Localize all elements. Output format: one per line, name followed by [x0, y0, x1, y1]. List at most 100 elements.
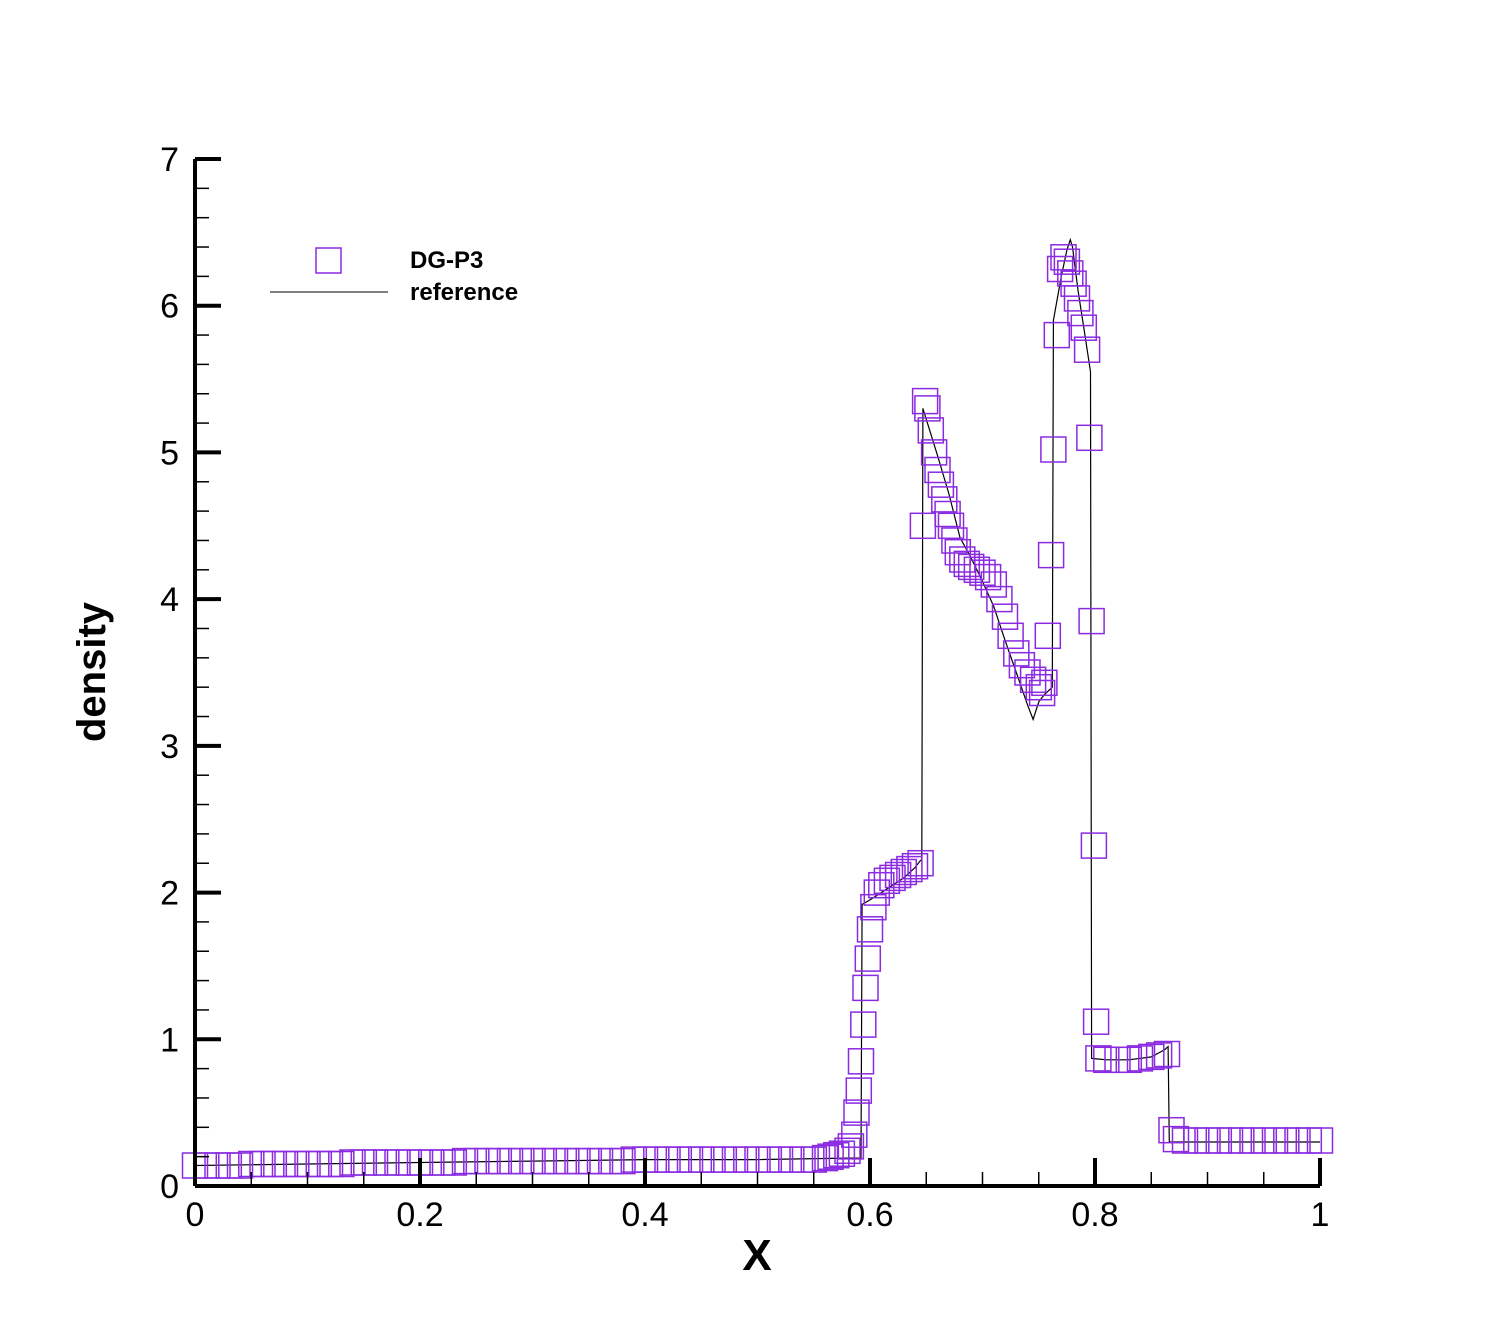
dg-p3-point: [1239, 1127, 1266, 1154]
dg-p3-point: [852, 974, 879, 1002]
y-tick-label: 1: [160, 1021, 179, 1059]
y-tick-label: 4: [160, 581, 179, 619]
dg-p3-point: [917, 417, 945, 444]
dg-p3-point: [1216, 1127, 1244, 1154]
x-tick-label: 0.6: [846, 1196, 893, 1234]
dg-p3-point: [1050, 244, 1077, 271]
dg-p3-point: [1063, 285, 1091, 312]
legend-label-dg-p3: DG-P3: [410, 247, 483, 274]
dg-p3-point: [1115, 1046, 1143, 1074]
tick-labels: 0 0.2 0.4 0.6 0.8 1 0 1 2 3 4 5 6 7: [160, 141, 1329, 1234]
dg-p3-point: [1284, 1127, 1311, 1154]
axes: [193, 159, 1320, 1188]
dg-p3-point: [1153, 1040, 1181, 1068]
dg-p3-point: [328, 1150, 355, 1178]
dg-p3-point: [1067, 299, 1094, 327]
dg-p3-point: [1250, 1127, 1278, 1154]
dg-p3-point: [586, 1147, 614, 1175]
dg-p3-point: [1037, 541, 1065, 569]
dg-p3-point: [1040, 436, 1067, 463]
dg-p3-point: [1053, 248, 1081, 275]
dg-p3-point: [1138, 1043, 1165, 1071]
dg-p3-point: [986, 585, 1013, 613]
reference-series-line: [194, 237, 1320, 1167]
dg-p3-point: [834, 1137, 861, 1165]
x-tick-label: 0: [186, 1196, 205, 1234]
dg-p3-point: [339, 1149, 366, 1176]
dg-p3-point: [226, 1152, 254, 1179]
dg-p3-point: [1043, 321, 1071, 349]
dg-p3-point: [974, 563, 1002, 591]
dg-p3-point: [1085, 1045, 1112, 1072]
dg-p3-point: [451, 1147, 479, 1175]
dg-p3-point: [1070, 314, 1098, 341]
dg-p3-point: [1261, 1127, 1289, 1154]
dg-p3-point: [598, 1147, 625, 1175]
dg-p3-point: [963, 556, 991, 584]
y-tick-label: 6: [160, 288, 179, 326]
dg-p3-point: [957, 553, 985, 581]
dg-p3-point: [1046, 255, 1074, 283]
dg-p3-point: [1126, 1045, 1154, 1072]
dg-p3-point: [1205, 1127, 1233, 1154]
dg-p3-point: [924, 456, 951, 484]
dg-p3-point: [1076, 424, 1103, 452]
y-tick-label: 2: [160, 875, 179, 913]
dg-p3-point: [997, 622, 1024, 650]
dg-p3-point: [1080, 832, 1108, 859]
dg-p3-point: [1295, 1127, 1323, 1154]
dg-p3-point: [850, 1011, 877, 1038]
dg-p3-point: [1194, 1127, 1221, 1154]
legend-label-reference: reference: [410, 279, 518, 306]
dg-p3-point: [1031, 669, 1058, 697]
x-tick-label: 0.4: [621, 1196, 668, 1234]
dg-p3-point: [440, 1149, 468, 1176]
y-tick-label: 0: [160, 1168, 179, 1206]
dg-p3-point: [847, 1048, 875, 1075]
legend: DG-P3 reference: [270, 247, 518, 306]
dg-p3-point: [1060, 270, 1087, 297]
dg-p3-point: [1183, 1127, 1210, 1154]
dg-p3-point: [901, 852, 929, 880]
ticks: [193, 157, 1322, 1188]
dg-p3-point: [1273, 1127, 1300, 1154]
dg-p3-point: [1034, 622, 1062, 650]
dg-p3-point: [1082, 1008, 1110, 1035]
dg-p3-point: [843, 1099, 870, 1126]
dg-p3-point: [350, 1149, 378, 1176]
dg-p3-point: [873, 867, 901, 895]
dg-p3-point: [1073, 336, 1101, 363]
dg-p3-point: [609, 1147, 636, 1175]
dg-p3-point: [920, 439, 948, 466]
dg-p3-point: [789, 1146, 816, 1173]
dg-p3-point: [907, 849, 934, 877]
dg-p3-point: [841, 1121, 868, 1148]
dg-p3-point: [937, 512, 965, 540]
dg-p3-point: [575, 1147, 603, 1175]
y-tick-label: 3: [160, 728, 179, 766]
dg-p3-point: [1171, 1127, 1199, 1154]
dg-p3-point: [911, 387, 939, 415]
dg-p3-point: [1078, 607, 1105, 635]
dg-p3-point: [896, 855, 923, 883]
dg-p3-point: [823, 1141, 850, 1169]
dg-p3-point: [1145, 1042, 1173, 1069]
dg-p3-point: [890, 858, 918, 886]
dg-p3-point: [860, 893, 887, 921]
dg-p3-point: [856, 916, 884, 943]
plot-area: [181, 237, 1334, 1179]
x-tick-label: 0.2: [396, 1196, 443, 1234]
y-tick-label: 5: [160, 434, 179, 472]
dg-p3-point: [1228, 1127, 1255, 1154]
dg-p3-point: [927, 471, 955, 498]
dg-p3-point: [1306, 1127, 1334, 1154]
dg-p3-point: [931, 486, 958, 513]
dg-p3-point: [944, 538, 972, 566]
dg-p3-point: [800, 1146, 828, 1173]
y-axis-title: density: [70, 601, 114, 742]
dg-p3-point: [879, 864, 906, 892]
dg-p3-point: [1025, 673, 1053, 701]
dg-p3-point: [1014, 659, 1041, 686]
dg-p3-point: [991, 603, 1019, 630]
